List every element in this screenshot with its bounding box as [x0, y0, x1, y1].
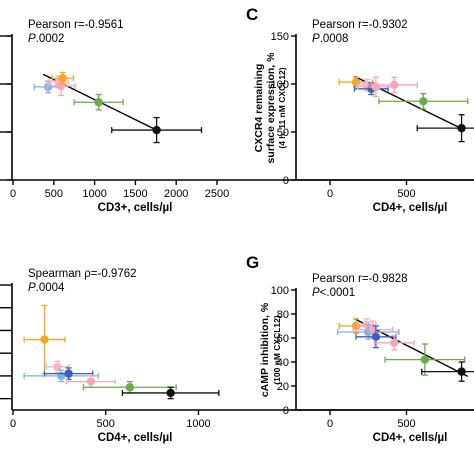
y-tick-label: 50	[277, 127, 289, 139]
data-point-marker	[57, 371, 66, 381]
data-point-marker	[371, 332, 381, 341]
x-tick-label: 2000	[164, 188, 188, 200]
panel-label: C	[246, 5, 258, 24]
y-tick-label: 20	[277, 381, 289, 393]
x-tick-label: 0	[10, 188, 16, 200]
data-point-marker	[125, 383, 135, 392]
data-point-marker	[43, 82, 53, 92]
data-point-6	[111, 116, 203, 144]
y-axis-label-line2: surface expression, %	[265, 52, 277, 164]
statistic-label: Spearman ρ=-0.9762	[28, 268, 137, 280]
p-symbol: P	[28, 282, 36, 294]
y-tick-label: 0	[283, 405, 289, 417]
y-tick-label: 0	[283, 175, 289, 187]
p-value-label: .0004	[36, 282, 65, 294]
y-tick-label: 80	[277, 309, 289, 321]
p-value-label: .0002	[36, 33, 65, 45]
p-value-label: <.0001	[320, 287, 356, 299]
y-tick-label: 100	[271, 79, 289, 91]
y-axis-sublabel: (100 nM CXCL12)	[272, 315, 282, 385]
data-point-marker	[390, 80, 399, 90]
p-value-text: P.0002	[28, 33, 64, 45]
data-point-marker	[390, 338, 399, 347]
x-axis-label: CD3+, cells/µl	[98, 202, 173, 214]
data-point-1	[338, 76, 374, 88]
p-symbol: P	[312, 287, 320, 299]
data-point-marker	[371, 82, 381, 92]
data-point-5	[355, 325, 397, 349]
x-tick-label: 500	[397, 418, 415, 430]
data-point-6	[373, 334, 415, 351]
y-tick-label: 60	[277, 333, 289, 345]
data-point-6	[82, 380, 177, 394]
data-point-8	[421, 361, 474, 382]
data-point-marker	[152, 125, 161, 135]
data-point-marker	[457, 367, 466, 376]
data-point-4	[51, 71, 75, 85]
y-tick-label: 100	[271, 285, 289, 297]
p-value-text: P.0004	[28, 282, 65, 294]
x-tick-label: 0	[10, 418, 16, 430]
x-axis-label: CD4+, cells/µl	[373, 432, 448, 444]
y-axis-label-line1: CXCR4 remaining	[253, 64, 265, 153]
data-point-5	[66, 375, 116, 388]
statistic-label: Pearson r=-0.9302	[312, 19, 408, 31]
data-point-7	[121, 386, 220, 400]
y-axis-label: cAMP inhibition, %	[259, 302, 271, 397]
p-symbol: P	[28, 33, 36, 45]
data-point-4	[43, 367, 94, 380]
x-tick-label: 2500	[205, 188, 229, 200]
data-point-marker	[419, 97, 428, 106]
x-tick-label: 1000	[186, 418, 210, 430]
panel-label: G	[246, 253, 259, 272]
data-point-marker	[420, 355, 430, 364]
data-point-marker	[58, 74, 67, 83]
x-tick-label: 500	[397, 188, 415, 200]
data-point-marker	[457, 123, 466, 133]
data-point-marker	[86, 377, 96, 386]
x-tick-label: 1000	[82, 188, 106, 200]
x-tick-label: 500	[45, 188, 63, 200]
data-point-7	[384, 343, 466, 376]
chart-panel-4: 0 20 40 60 80 100 0 500 CD4+, cells/µl Pearson r=…	[246, 253, 474, 444]
statistic-label: Pearson r=-0.9561	[28, 19, 124, 31]
data-point-marker	[166, 388, 175, 398]
data-point-marker	[53, 362, 62, 372]
data-point-2	[45, 360, 70, 374]
p-symbol: P	[312, 33, 320, 45]
x-axis-label: CD4+, cells/µl	[98, 432, 173, 444]
data-point-marker	[94, 98, 103, 107]
y-axis-sublabel: (4 h, 11 nM CXCL12)	[277, 67, 287, 148]
p-value-text: P.0008	[312, 33, 348, 45]
chart-panel-2: 0 50 100 150 0 500 CD4+, cells/µl Pearson r=-0.…	[246, 5, 474, 214]
x-axis-label: CD4+, cells/µl	[373, 202, 448, 214]
data-point-5	[370, 76, 418, 94]
x-tick-label: 0	[327, 188, 333, 200]
y-axis-label: CXCR4 remainingsurface expression, %	[253, 52, 277, 164]
data-point-marker	[56, 81, 66, 91]
y-tick-label: 40	[277, 357, 289, 369]
data-point-7	[416, 114, 474, 143]
p-value-label: .0008	[320, 33, 349, 45]
data-point-marker	[64, 369, 73, 378]
x-tick-label: 500	[97, 418, 115, 430]
x-tick-label: 1500	[123, 188, 147, 200]
y-tick-label: 150	[271, 31, 289, 43]
statistic-label: Pearson r=-0.9828	[312, 273, 408, 285]
data-point-5	[73, 93, 124, 111]
data-point-marker	[368, 325, 378, 334]
p-value-text: P<.0001	[312, 287, 355, 299]
x-tick-label: 0	[327, 418, 333, 430]
data-point-marker	[40, 335, 49, 344]
data-point-6	[378, 92, 469, 110]
